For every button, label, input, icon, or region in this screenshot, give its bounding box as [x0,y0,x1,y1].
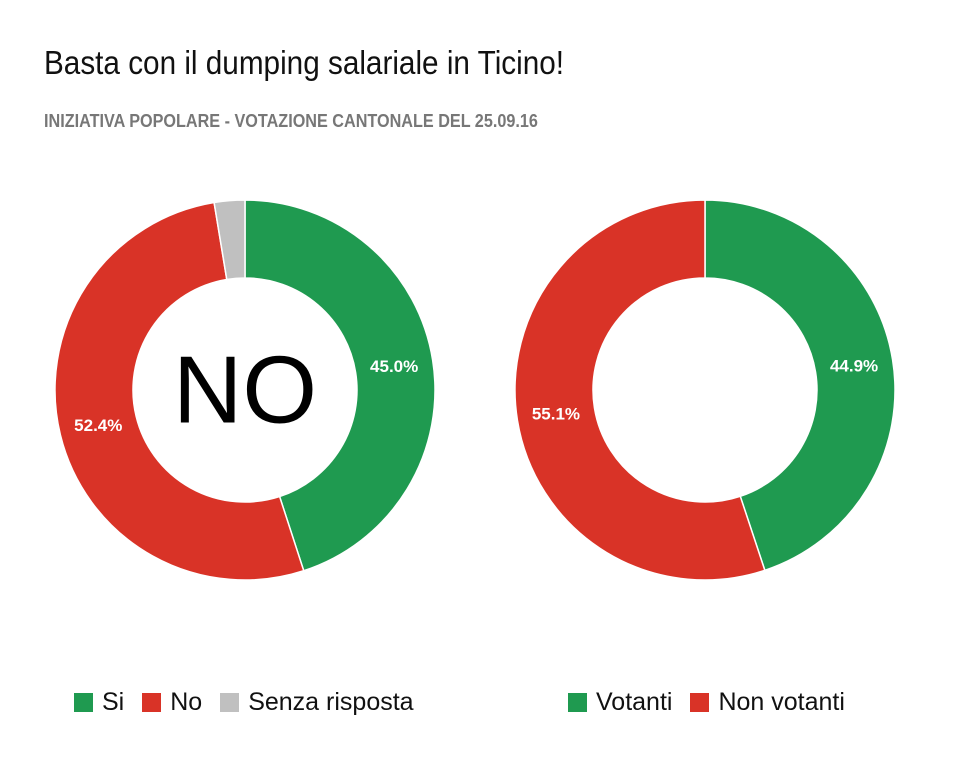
legend-ballot: Si No Senza risposta [74,688,432,717]
legend-swatch [568,693,587,712]
legend-label: No [170,688,203,716]
legend-label: Si [102,688,125,716]
page-title: Basta con il dumping salariale in Ticino… [44,44,565,81]
legend-label: Non votanti [718,688,845,716]
page-subtitle: INIZIATIVA POPOLARE - VOTAZIONE CANTONAL… [44,111,538,131]
slice-label-si: 45.0% [370,357,418,376]
legend-item-si: Si [74,688,124,717]
pie-slice-no [54,201,305,581]
legend-item-no: No [142,688,202,717]
legend-turnout: Votanti Non votanti [568,688,863,717]
slice-label-votanti: 44.9% [830,356,878,375]
pie-slice-si [244,199,436,572]
legend-label: Senza risposta [248,688,414,716]
legend-swatch [74,693,93,712]
pie-slice-votanti [704,199,896,572]
legend-label: Votanti [596,688,673,716]
legend-item-senza-risposta: Senza risposta [220,688,414,717]
slice-label-no: 52.4% [74,416,122,435]
legend-swatch [690,693,710,712]
legend-swatch [142,693,162,712]
legend-item-non-votanti: Non votanti [690,688,845,717]
legend-item-votanti: Votanti [568,688,672,717]
pie-slice-non-votanti [514,199,766,581]
center-result-label: NO [173,337,317,444]
legend-swatch [220,693,240,712]
pie-slice-senza-risposta [213,199,246,281]
slice-label-non-votanti: 55.1% [532,405,580,424]
